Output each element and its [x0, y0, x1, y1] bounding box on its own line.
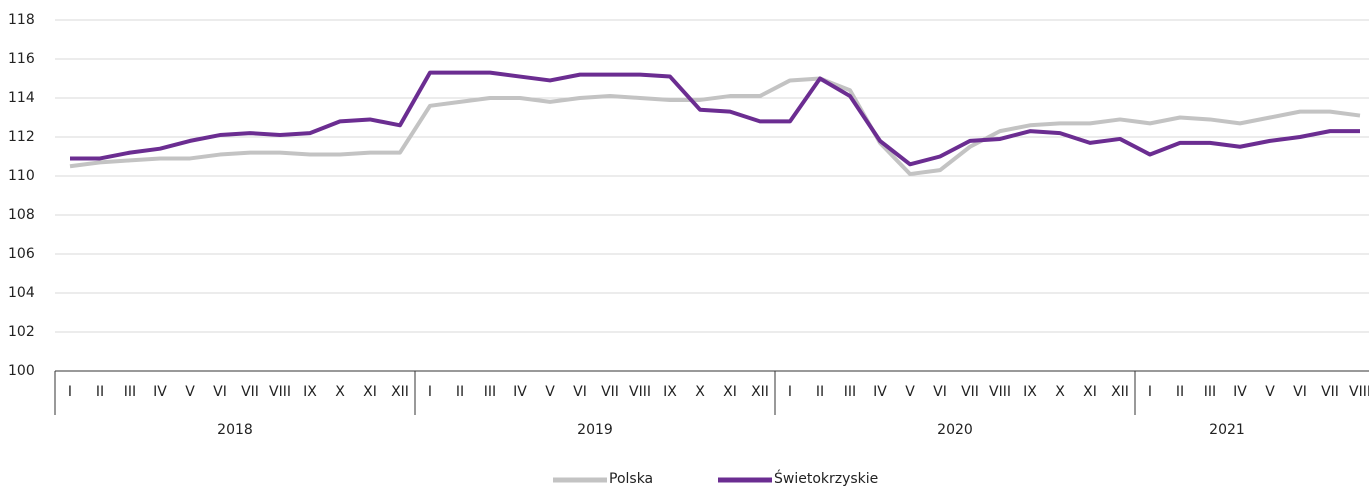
y-tick-label: 104 [8, 285, 35, 301]
x-tick-label: XII [751, 384, 769, 400]
x-tick-label: X [1055, 384, 1065, 400]
x-tick-label: I [788, 384, 792, 400]
x-tick-label: XI [723, 384, 737, 400]
x-tick-label: XI [363, 384, 377, 400]
x-tick-label: VIII [629, 384, 651, 400]
x-tick-label: VI [933, 384, 947, 400]
x-tick-label: II [1176, 384, 1184, 400]
x-tick-label: VI [573, 384, 587, 400]
series-line [70, 70, 1360, 167]
x-tick-label: XII [391, 384, 409, 400]
x-tick-label: II [96, 384, 104, 400]
x-tick-label: VIII [269, 384, 291, 400]
y-tick-label: 112 [8, 129, 35, 145]
x-tick-label: I [68, 384, 72, 400]
x-tick-label: III [1204, 384, 1216, 400]
y-tick-label: 114 [8, 90, 35, 106]
x-tick-label: IV [873, 384, 887, 400]
legend-label: Polska [609, 471, 653, 487]
y-tick-label: 102 [8, 324, 35, 340]
x-tick-label: I [428, 384, 432, 400]
x-group-label: 2021 [1209, 422, 1245, 438]
x-tick-label: VII [241, 384, 259, 400]
x-tick-label: III [844, 384, 856, 400]
x-tick-label: VII [601, 384, 619, 400]
x-tick-label: IV [513, 384, 527, 400]
x-tick-label: IV [1233, 384, 1247, 400]
y-tick-label: 116 [8, 51, 35, 67]
x-tick-label: VII [1321, 384, 1339, 400]
x-tick-label: VI [213, 384, 227, 400]
x-tick-label: I [1148, 384, 1152, 400]
x-tick-label: IX [303, 384, 317, 400]
x-tick-label: X [335, 384, 345, 400]
x-tick-label: V [905, 384, 915, 400]
x-tick-label: II [816, 384, 824, 400]
legend-label: Świetokrzyskie [774, 469, 878, 487]
x-group-label: 2019 [577, 422, 613, 438]
y-tick-label: 100 [8, 363, 35, 379]
x-tick-label: IX [1023, 384, 1037, 400]
x-tick-label: V [1265, 384, 1275, 400]
x-tick-label: IX [663, 384, 677, 400]
x-tick-label: XI [1083, 384, 1097, 400]
series-line [69, 76, 1361, 177]
x-tick-label: IV [153, 384, 167, 400]
y-tick-label: 118 [8, 12, 35, 28]
x-tick-label: X [695, 384, 705, 400]
x-tick-label: V [545, 384, 555, 400]
x-tick-label: VIII [989, 384, 1011, 400]
y-tick-label: 110 [8, 168, 35, 184]
x-tick-label: VIII [1349, 384, 1369, 400]
y-tick-label: 106 [8, 246, 35, 262]
x-tick-label: III [484, 384, 496, 400]
x-tick-label: II [456, 384, 464, 400]
x-tick-label: VII [961, 384, 979, 400]
x-tick-label: XII [1111, 384, 1129, 400]
y-tick-label: 108 [8, 207, 35, 223]
x-tick-label: VI [1293, 384, 1307, 400]
x-tick-label: III [124, 384, 136, 400]
x-tick-label: V [185, 384, 195, 400]
x-group-label: 2020 [937, 422, 973, 438]
x-group-label: 2018 [217, 422, 253, 438]
